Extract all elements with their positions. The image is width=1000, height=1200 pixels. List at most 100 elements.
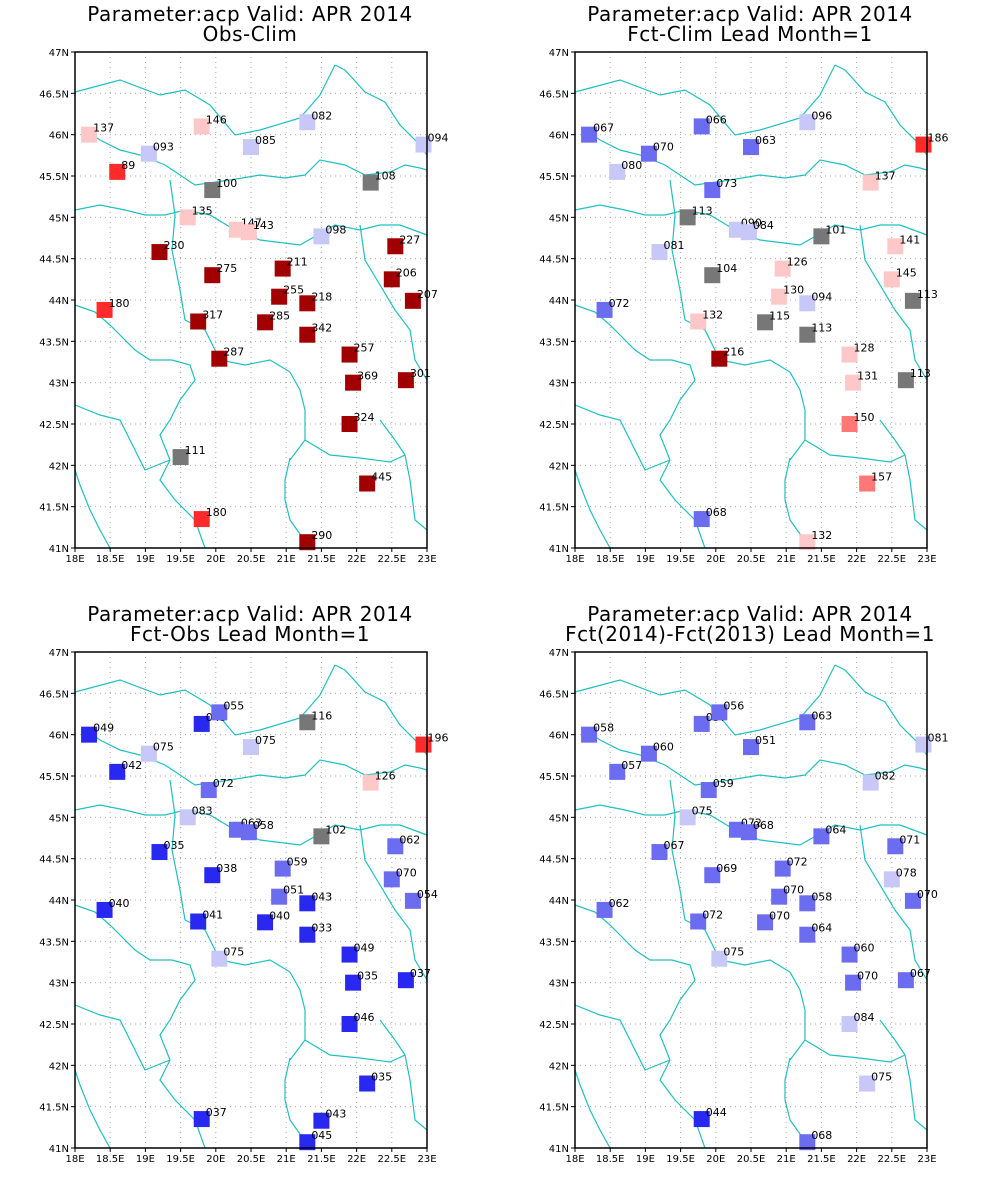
station-value-label: 085 [255,134,276,147]
station-marker [711,704,728,721]
station-marker [609,763,626,780]
station-marker [757,314,774,331]
station-value-label: 038 [216,862,237,875]
station-marker [771,288,788,305]
station-marker [151,244,168,261]
station-marker [904,892,921,909]
boundary-line [834,664,928,756]
station-marker [140,745,157,762]
station-marker [404,292,421,309]
station-marker [397,372,414,389]
x-tick-label: 20.5E [737,554,766,565]
station-value-label: 324 [354,411,375,424]
station-value-label: 058 [811,890,832,903]
station-marker [740,224,757,241]
boundary-line [289,971,406,1063]
boundary-line [659,459,706,549]
station-marker [341,346,358,363]
station-marker [813,828,830,845]
station-value-label: 132 [702,308,723,321]
station-marker [274,860,291,877]
station-marker [345,374,362,391]
station-value-label: 069 [716,862,737,875]
station-value-label: 285 [269,309,290,322]
y-tick-label: 41.5N [39,1103,69,1114]
station-value-label: 075 [223,946,244,959]
y-tick-label: 47N [549,48,569,59]
y-tick-label: 43N [549,979,569,990]
station-marker [841,346,858,363]
station-value-label: 098 [325,223,346,236]
y-tick-label: 42N [49,461,69,472]
y-tick-label: 42.5N [39,1020,69,1031]
station-value-label: 057 [621,759,642,772]
boundary-line [289,371,406,463]
station-value-label: 317 [202,308,223,321]
station-value-label: 130 [783,284,804,297]
y-tick-label: 42.5N [39,420,69,431]
station-value-label: 445 [371,471,392,484]
boundary-outlines [74,64,428,549]
station-value-label: 043 [325,1108,346,1121]
map-svg: 0580570600570560510630810590820750720680… [539,648,948,1165]
station-marker [404,892,421,909]
panel-title-line1: Parameter:acp Valid: APR 2014 [587,602,913,626]
station-value-label: 070 [769,909,790,922]
station-value-label: 101 [825,223,846,236]
y-tick-label: 42.5N [539,1020,569,1031]
y-tick-label: 47N [549,648,569,659]
boundary-line [879,419,896,441]
station-value-label: 066 [706,113,727,126]
station-value-label: 070 [653,141,674,154]
station-value-label: 257 [354,342,375,355]
x-tick-label: 19E [636,1154,655,1165]
station-value-label: 227 [399,233,420,246]
station-value-label: 084 [753,219,774,232]
station-value-label: 342 [311,322,332,335]
axis-ticks: 18E 18.5E 19E 19.5E 20E 20.5E 21E 21.5E 22E 22.5E… [39,648,436,1165]
station-marker [640,745,657,762]
boundary-line [394,439,406,456]
station-value-label: 035 [163,839,184,852]
station-value-label: 141 [899,233,920,246]
boundary-line [574,64,836,136]
station-value-label: 035 [371,1071,392,1084]
station-marker [704,267,721,284]
boundary-line [404,1054,428,1131]
station-marker [383,871,400,888]
y-tick-label: 45N [549,213,569,224]
station-marker [897,372,914,389]
station-value-label: 081 [927,732,948,745]
station-value-label: 063 [811,709,832,722]
x-tick-label: 22E [347,554,366,565]
station-marker [179,809,196,826]
x-tick-label: 19E [136,554,155,565]
boundary-line [789,1039,806,1061]
station-marker [690,313,707,330]
station-marker [740,824,757,841]
station-marker [859,1075,876,1092]
boundary-line [834,64,928,156]
x-tick-label: 21.5E [807,554,836,565]
station-markers: 0580570600570560510630810590820750720680… [581,699,948,1151]
station-marker [193,511,210,528]
station-marker [211,704,228,721]
x-tick-label: 21.5E [807,1154,836,1165]
station-value-label: 072 [702,908,723,921]
boundary-line [84,729,428,786]
station-marker [700,782,717,799]
station-marker [596,901,613,918]
station-value-label: 113 [811,322,832,335]
x-tick-label: 20.5E [237,1154,266,1165]
boundary-line [284,457,311,549]
x-tick-label: 20E [706,554,725,565]
station-marker [299,295,316,312]
y-tick-label: 45.5N [39,772,69,783]
boundary-line [74,304,196,461]
panel-title-line2: Obs-Clim [202,22,298,46]
station-value-label: 080 [621,159,642,172]
boundary-line [879,1019,896,1041]
station-marker [190,313,207,330]
station-marker [690,913,707,930]
station-marker [190,913,207,930]
